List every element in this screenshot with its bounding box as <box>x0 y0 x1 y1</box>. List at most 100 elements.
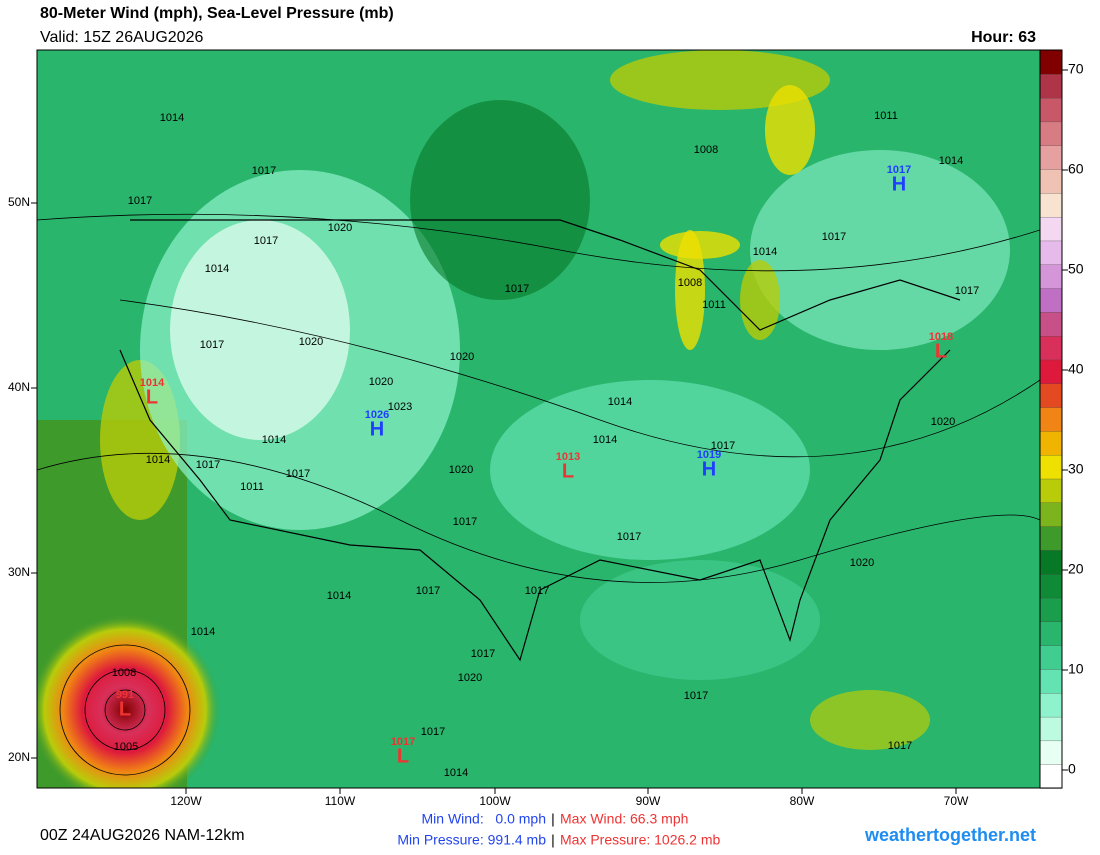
isobar-label: 1014 <box>191 626 215 638</box>
isobar-label: 1017 <box>416 585 440 597</box>
pressure-center-letter: H <box>702 458 716 480</box>
colorbar-band <box>1039 406 1063 432</box>
isobar-label: 1017 <box>525 585 549 597</box>
pressure-center-value: 1018 <box>929 331 953 343</box>
separator: | <box>551 811 555 827</box>
forecast-hour: Hour: 63 <box>971 29 1036 46</box>
colorbar-band <box>1039 668 1063 694</box>
pressure-center-value: 1017 <box>391 736 415 748</box>
pressure-center-value: 1019 <box>697 449 721 461</box>
isobar-label: 1017 <box>196 459 220 471</box>
isobar-label: 1020 <box>449 464 473 476</box>
colorbar-band <box>1039 740 1063 765</box>
isobar-label: 1014 <box>608 396 632 408</box>
isobar-label: 1017 <box>286 468 310 480</box>
colorbar-band <box>1039 168 1063 194</box>
colorbar-band <box>1039 621 1063 646</box>
pressure-center-letter: L <box>397 745 409 767</box>
colorbar-band <box>1039 73 1063 99</box>
wind-area <box>580 560 820 680</box>
colorbar-band <box>1039 216 1063 242</box>
separator: | <box>551 832 555 848</box>
isobar-label: 1020 <box>850 557 874 569</box>
lat-label: 30N <box>8 565 30 579</box>
colorbar-band <box>1039 192 1063 218</box>
borders <box>119 219 961 662</box>
colorbar-tick-label: 70 <box>1068 61 1084 77</box>
colorbar-band <box>1039 240 1063 265</box>
pressure-center-letter: L <box>119 698 131 720</box>
pressure-center-letter: L <box>935 340 947 362</box>
isobar-label: 1011 <box>874 110 898 122</box>
wind-area <box>490 380 810 560</box>
pressure-center-value: 1014 <box>140 377 165 389</box>
lon-label: 110W <box>325 794 356 808</box>
colorbar-tick-label: 30 <box>1068 461 1084 477</box>
wind-area <box>750 150 1010 350</box>
colorbar-band <box>1039 645 1063 670</box>
colorbar-band <box>1039 121 1063 146</box>
lon-label: 100W <box>479 794 511 808</box>
lat-label: 20N <box>8 750 30 764</box>
colorbar-band <box>1039 311 1063 337</box>
isobar-label: 1017 <box>955 285 979 297</box>
colorbar-band <box>1039 597 1063 623</box>
isobar-label: 1020 <box>458 672 482 684</box>
colorbar-band <box>1039 549 1063 575</box>
colorbar-band <box>1039 287 1063 313</box>
lat-label: 40N <box>8 380 30 394</box>
wind-area <box>170 220 350 440</box>
isobar-label: 1014 <box>753 246 777 258</box>
colorbar-band <box>1039 49 1063 75</box>
isobar-label: 1017 <box>505 283 529 295</box>
colorbar-frame <box>1039 49 1063 789</box>
isobar-label: 1017 <box>822 231 846 243</box>
site-credit: weathertogether.net <box>864 825 1036 845</box>
isobar-label: 1017 <box>617 531 641 543</box>
model-run: 00Z 24AUG2026 NAM-12km <box>40 827 245 844</box>
isobar-label: 1017 <box>471 648 495 660</box>
isobar-label: 1014 <box>262 434 286 446</box>
isobar-label: 1017 <box>684 690 708 702</box>
isobar-label: 1017 <box>254 235 278 247</box>
pressure-center-letter: L <box>562 460 574 482</box>
pressure-center-letter: H <box>370 418 384 440</box>
isobar-label: 1008 <box>112 667 136 679</box>
lon-label: 90W <box>636 794 661 808</box>
lon-label: 80W <box>790 794 815 808</box>
pressure-center-value: 1013 <box>556 451 580 463</box>
isobar-label: 1014 <box>160 112 184 124</box>
colorbar-band <box>1039 430 1063 456</box>
isobar-label: 1014 <box>939 155 963 167</box>
colorbar-band <box>1039 264 1063 289</box>
colorbar-band <box>1039 359 1063 384</box>
isobar-label: 1020 <box>450 351 474 363</box>
min-wind: Min Wind: 0.0 mph <box>422 811 547 827</box>
wind-area <box>740 260 780 340</box>
isobar-label: 1017 <box>128 195 152 207</box>
isobar-label: 1017 <box>200 339 224 351</box>
pressure-center-value: 1017 <box>887 164 911 176</box>
lat-label: 50N <box>8 195 30 209</box>
colorbar-band <box>1039 478 1063 503</box>
wind-area <box>810 690 930 750</box>
title: 80-Meter Wind (mph), Sea-Level Pressure … <box>40 5 394 22</box>
isobar-label: 1014 <box>205 263 229 275</box>
hurricane-wind <box>37 615 220 788</box>
colorbar-tick-label: 0 <box>1068 761 1076 777</box>
isobar-label: 1005 <box>114 741 138 753</box>
pressure-center-value: 991 <box>116 689 134 701</box>
colorbar-band <box>1039 145 1063 170</box>
map <box>37 50 1040 788</box>
isobar-label: 1008 <box>694 144 718 156</box>
colorbar-band <box>1039 502 1063 527</box>
colorbar-tick-label: 50 <box>1068 261 1084 277</box>
lon-label: 70W <box>944 794 969 808</box>
colorbar-tick-label: 10 <box>1068 661 1084 677</box>
valid-time: Valid: 15Z 26AUG2026 <box>40 29 203 46</box>
colorbar-band <box>1039 692 1063 718</box>
colorbar-band <box>1039 335 1063 361</box>
isobar-label: 1011 <box>240 481 264 493</box>
colorbar-band <box>1039 716 1063 742</box>
